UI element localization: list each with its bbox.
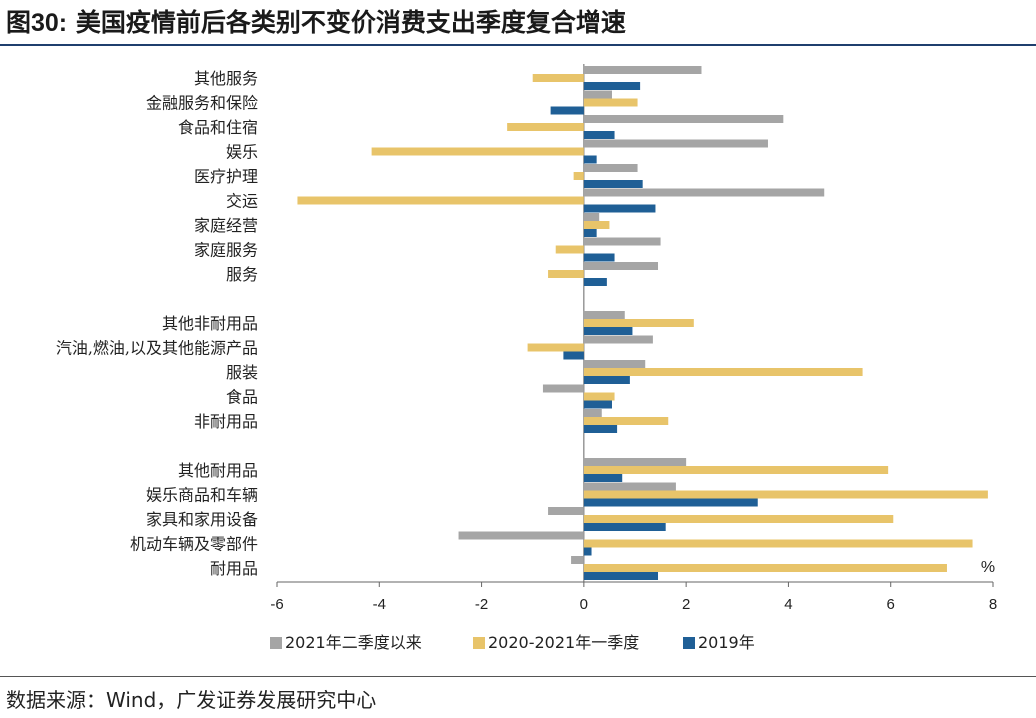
bar-2019 [583, 155, 597, 164]
category-label: 食品和住宿 [178, 118, 258, 137]
bar-since-2021q2 [583, 115, 784, 123]
category-label: 其他服务 [194, 69, 258, 88]
figure-title-text: 美国疫情前后各类别不变价消费支出季度复合增速 [75, 8, 626, 37]
x-tick-label: 0 [580, 596, 588, 613]
category-label: 娱乐 [226, 143, 258, 162]
bar-2020-2021q1 [371, 147, 584, 156]
category-label: 医疗护理 [194, 167, 258, 186]
bar-2020-2021q1 [583, 490, 988, 499]
bar-2019 [583, 523, 666, 531]
category-label: 机动车辆及零部件 [130, 535, 258, 554]
bar-2019 [583, 82, 641, 90]
bar-2019 [583, 498, 758, 507]
x-tick-label: 2 [682, 596, 690, 613]
category-label: 食品 [226, 388, 258, 407]
bar-2020-2021q1 [583, 466, 889, 474]
bar-since-2021q2 [583, 311, 625, 319]
legend-label: 2020-2021年一季度 [488, 633, 639, 652]
unit-label: % [981, 559, 995, 576]
legend-swatch [473, 637, 485, 649]
bar-2020-2021q1 [532, 74, 584, 82]
bar-2020-2021q1 [573, 172, 584, 180]
title-rule [0, 44, 1036, 46]
bar-since-2021q2 [583, 262, 659, 270]
bar-2019 [583, 131, 615, 139]
x-tick-label: 8 [989, 596, 997, 613]
category-label: 娱乐商品和车辆 [146, 486, 258, 505]
x-tick-label: 6 [887, 596, 895, 613]
figure-title: 图30: 美国疫情前后各类别不变价消费支出季度复合增速 [6, 4, 626, 42]
bar-2019 [583, 229, 597, 237]
category-label: 家庭服务 [194, 241, 258, 260]
bar-since-2021q2 [583, 409, 602, 417]
bar-2019 [583, 253, 615, 262]
bar-2019 [583, 180, 643, 188]
bar-2020-2021q1 [583, 564, 947, 572]
bar-2020-2021q1 [583, 221, 610, 229]
bar-2019 [563, 351, 584, 360]
bar-since-2021q2 [583, 458, 687, 466]
category-label: 其他非耐用品 [162, 314, 258, 333]
bar-since-2021q2 [458, 531, 584, 540]
legend-swatch [683, 637, 695, 649]
source-note: 数据来源：Wind，广发证券发展研究中心 [6, 688, 377, 712]
bar-2020-2021q1 [583, 392, 615, 401]
bar-chart: -6 -4 -2 0 2 4 6 8 其他服务金融服务和保险食品和住宿娱乐医疗护理交运家庭经营家… [56, 64, 997, 652]
legend-swatch [270, 637, 282, 649]
bar-2019 [583, 400, 612, 409]
bar-2019 [583, 572, 659, 580]
bar-2020-2021q1 [297, 196, 584, 205]
category-label: 金融服务和保险 [146, 94, 258, 113]
bar-2019 [583, 474, 623, 482]
bar-2020-2021q1 [583, 98, 638, 107]
bar-2020-2021q1 [583, 319, 694, 327]
bar-2019 [550, 106, 584, 115]
category-label: 家庭经营 [194, 216, 258, 235]
legend-label: 2021年二季度以来 [285, 633, 422, 652]
x-tick-label: -6 [270, 596, 283, 613]
bar-since-2021q2 [548, 507, 584, 515]
bar-since-2021q2 [583, 213, 600, 221]
bar-since-2021q2 [583, 164, 638, 172]
bar-2020-2021q1 [583, 515, 894, 523]
bar-2020-2021q1 [548, 270, 584, 278]
bar-2019 [583, 376, 630, 384]
bar-2019 [583, 278, 607, 286]
x-tick-label: 4 [784, 596, 792, 613]
bar-2020-2021q1 [507, 123, 584, 131]
bar-2020-2021q1 [583, 417, 669, 425]
bar-since-2021q2 [583, 90, 612, 99]
bar-since-2021q2 [583, 360, 646, 368]
bar-since-2021q2 [542, 384, 584, 393]
bar-2020-2021q1 [583, 539, 973, 548]
category-label: 耐用品 [210, 559, 258, 578]
bar-since-2021q2 [583, 188, 825, 197]
bar-2019 [583, 327, 633, 335]
bar-since-2021q2 [583, 66, 702, 74]
bar-since-2021q2 [583, 482, 676, 491]
bar-2019 [583, 547, 592, 556]
bar-2020-2021q1 [555, 245, 584, 254]
bar-2019 [583, 425, 618, 433]
bar-since-2021q2 [583, 139, 768, 148]
bar-since-2021q2 [571, 556, 584, 564]
category-label: 交运 [226, 192, 258, 211]
source-rule [0, 676, 1036, 677]
legend-label: 2019年 [698, 633, 755, 652]
category-label: 服务 [226, 265, 258, 284]
bar-since-2021q2 [583, 237, 661, 246]
bar-2020-2021q1 [527, 343, 584, 352]
category-label: 其他耐用品 [178, 461, 258, 480]
bar-2019 [583, 204, 656, 213]
bar-2020-2021q1 [583, 368, 863, 376]
bar-since-2021q2 [583, 335, 653, 344]
figure-label: 图30: [6, 9, 68, 37]
category-label: 家具和家用设备 [146, 510, 258, 529]
category-label: 服装 [226, 363, 258, 382]
category-label: 汽油,燃油,以及其他能源产品 [56, 339, 258, 358]
x-tick-label: -4 [373, 596, 386, 613]
category-label: 非耐用品 [194, 412, 258, 431]
x-tick-label: -2 [475, 596, 488, 613]
